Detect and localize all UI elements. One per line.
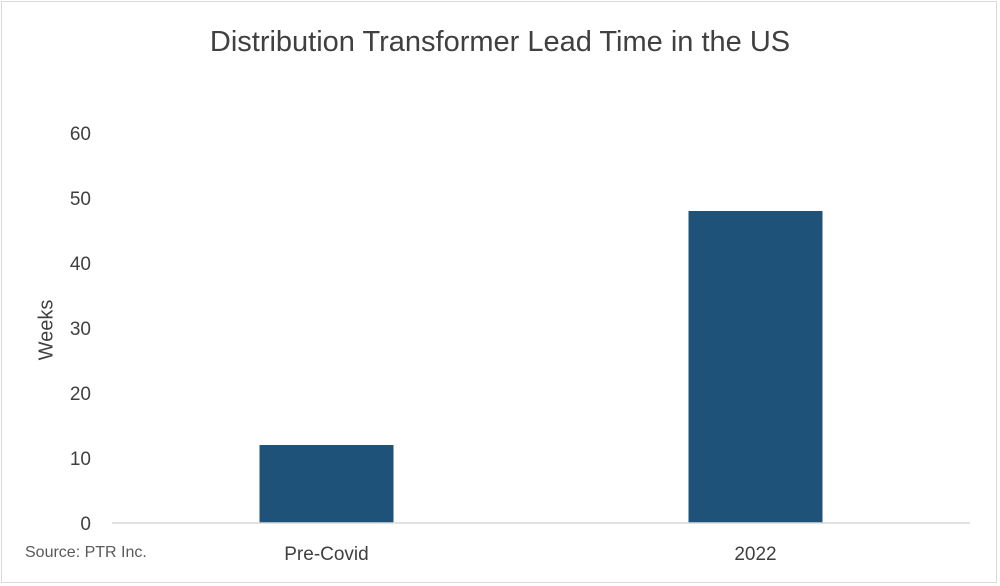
- source-note: Source: PTR Inc.: [25, 544, 147, 561]
- y-tick-label: 0: [80, 514, 91, 535]
- y-axis-ticks: 0 10 20 30 40 50 60: [70, 124, 91, 535]
- y-tick-label: 50: [70, 189, 91, 210]
- y-tick-label: 20: [70, 384, 91, 405]
- x-tick-label: 2022: [734, 544, 776, 565]
- x-axis-ticks: Pre-Covid 2022: [284, 544, 776, 565]
- x-tick-label: Pre-Covid: [284, 544, 368, 565]
- chart-title: Distribution Transformer Lead Time in th…: [209, 26, 791, 58]
- y-tick-label: 40: [70, 254, 91, 275]
- bar-2022: [688, 211, 823, 523]
- y-tick-label: 30: [70, 319, 91, 340]
- bar-pre-covid: [259, 445, 394, 523]
- y-tick-label: 10: [70, 449, 91, 470]
- y-tick-label: 60: [70, 124, 91, 145]
- bars: [259, 211, 823, 523]
